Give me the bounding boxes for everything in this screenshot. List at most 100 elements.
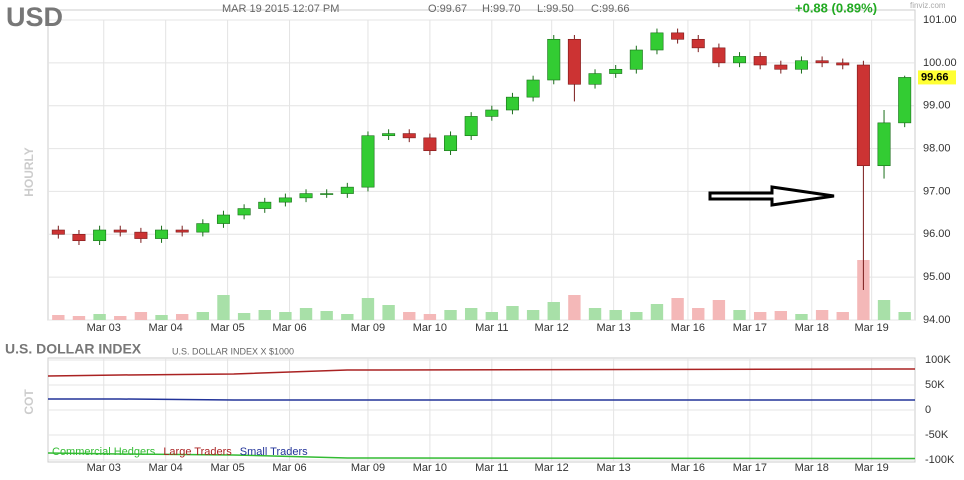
volume-bar	[361, 298, 375, 320]
x-tick-label: Mar 03	[87, 322, 121, 334]
candle-body	[113, 229, 127, 233]
candle-body	[691, 38, 705, 49]
candle-body	[650, 32, 664, 51]
y-tick-label: 97.00	[923, 185, 951, 197]
volume-bar	[464, 308, 478, 320]
ticker: USD	[6, 2, 63, 32]
candle-body	[898, 77, 912, 124]
candle-body	[547, 38, 561, 81]
volume-bar	[72, 316, 86, 320]
marks	[47, 28, 956, 460]
arrow	[708, 185, 835, 207]
price-panel	[47, 9, 916, 321]
volume-bar	[279, 312, 292, 320]
y-tick-label: 101.00	[923, 14, 957, 26]
candle-body	[815, 60, 829, 64]
candle-body	[196, 223, 210, 233]
x-tick-label: Mar 11	[475, 462, 508, 474]
panel-subtitle: U.S. DOLLAR INDEX X $1000	[172, 346, 294, 356]
volume-bar	[175, 314, 189, 320]
last-price: 99.66	[921, 71, 949, 83]
last-price-box	[918, 70, 956, 85]
candle-body	[856, 64, 870, 167]
x-tick-label: Mar 06	[272, 322, 306, 334]
volume-bar	[836, 312, 849, 320]
candle-body	[794, 60, 808, 70]
volume-bar	[733, 310, 746, 320]
candle-body	[402, 133, 416, 139]
volume-bar	[547, 302, 560, 320]
ohlc-open: O:99.67	[428, 3, 467, 15]
candle-body	[629, 49, 643, 70]
volume-bar	[320, 311, 333, 320]
volume-bar	[898, 312, 911, 320]
volume-bar	[114, 316, 127, 320]
cot-line	[47, 368, 916, 377]
candle-body	[609, 68, 623, 74]
y-tick-label: 99.00	[923, 100, 951, 112]
volume-bar	[795, 314, 808, 320]
x-tick-label: Mar 12	[535, 462, 569, 474]
volume-bar	[155, 315, 168, 320]
volume-bar	[506, 306, 519, 320]
cot-line	[47, 452, 916, 460]
candle-body	[671, 32, 685, 40]
x-tick-label: Mar 05	[210, 322, 244, 334]
volume-bar	[403, 312, 416, 320]
candle-body	[175, 229, 189, 233]
x-tick-label: Mar 10	[413, 462, 447, 474]
candle-body	[753, 56, 767, 66]
y-tick-label: 98.00	[923, 142, 951, 154]
grid	[48, 19, 915, 462]
x-tick-label: Mar 16	[671, 322, 705, 334]
volume-bar	[712, 300, 726, 320]
volume-bar	[299, 308, 313, 320]
volume-bar	[196, 312, 210, 320]
volume-bar	[423, 314, 437, 320]
x-tick-label: Mar 17	[733, 462, 767, 474]
candle-body	[216, 214, 230, 224]
y-tick-label: 94.00	[923, 314, 951, 326]
legend-entry: Large Traders	[163, 446, 232, 458]
x-tick-label: Mar 06	[272, 462, 306, 474]
legend-entry: Small Traders	[240, 446, 308, 458]
candle-body	[423, 137, 437, 152]
candle-body	[588, 73, 602, 85]
candle-body	[340, 186, 354, 194]
candle-body	[155, 229, 169, 239]
candle-body	[237, 208, 251, 216]
volume-bar	[258, 310, 271, 320]
volume-bar	[650, 304, 664, 320]
candle-body	[444, 135, 458, 152]
volume-bar	[93, 314, 106, 320]
y-axis-label: HOURLY	[22, 147, 36, 197]
cot-line	[48, 398, 915, 401]
x-tick-label: Mar 10	[413, 322, 447, 334]
x-tick-label: Mar 13	[596, 462, 630, 474]
volume-bar	[444, 310, 457, 320]
volume-bar	[217, 295, 230, 320]
y-tick-label: 100K	[925, 354, 951, 366]
candle-body	[51, 229, 65, 235]
volume-bar	[609, 310, 622, 320]
candle-body	[505, 96, 519, 111]
volume-bar	[237, 313, 251, 320]
y-tick-label: -50K	[925, 429, 949, 441]
volume-bar	[485, 312, 499, 320]
candle-body	[278, 197, 292, 203]
x-tick-label: Mar 16	[671, 462, 705, 474]
ohlc-low: L:99.50	[537, 3, 574, 15]
candle-body	[258, 201, 272, 209]
candle-body	[93, 229, 107, 242]
x-tick-label: Mar 17	[733, 322, 767, 334]
cot-axis-label: COT	[22, 389, 36, 415]
candle-body	[836, 62, 850, 66]
change: +0.88 (0.89%)	[795, 0, 877, 15]
x-tick-label: Mar 03	[87, 462, 121, 474]
panel-title: U.S. DOLLAR INDEX	[5, 341, 142, 357]
volume-bar	[630, 312, 643, 320]
volume-bar	[774, 311, 788, 320]
volume-bar	[877, 300, 891, 320]
candle-body	[464, 116, 478, 137]
